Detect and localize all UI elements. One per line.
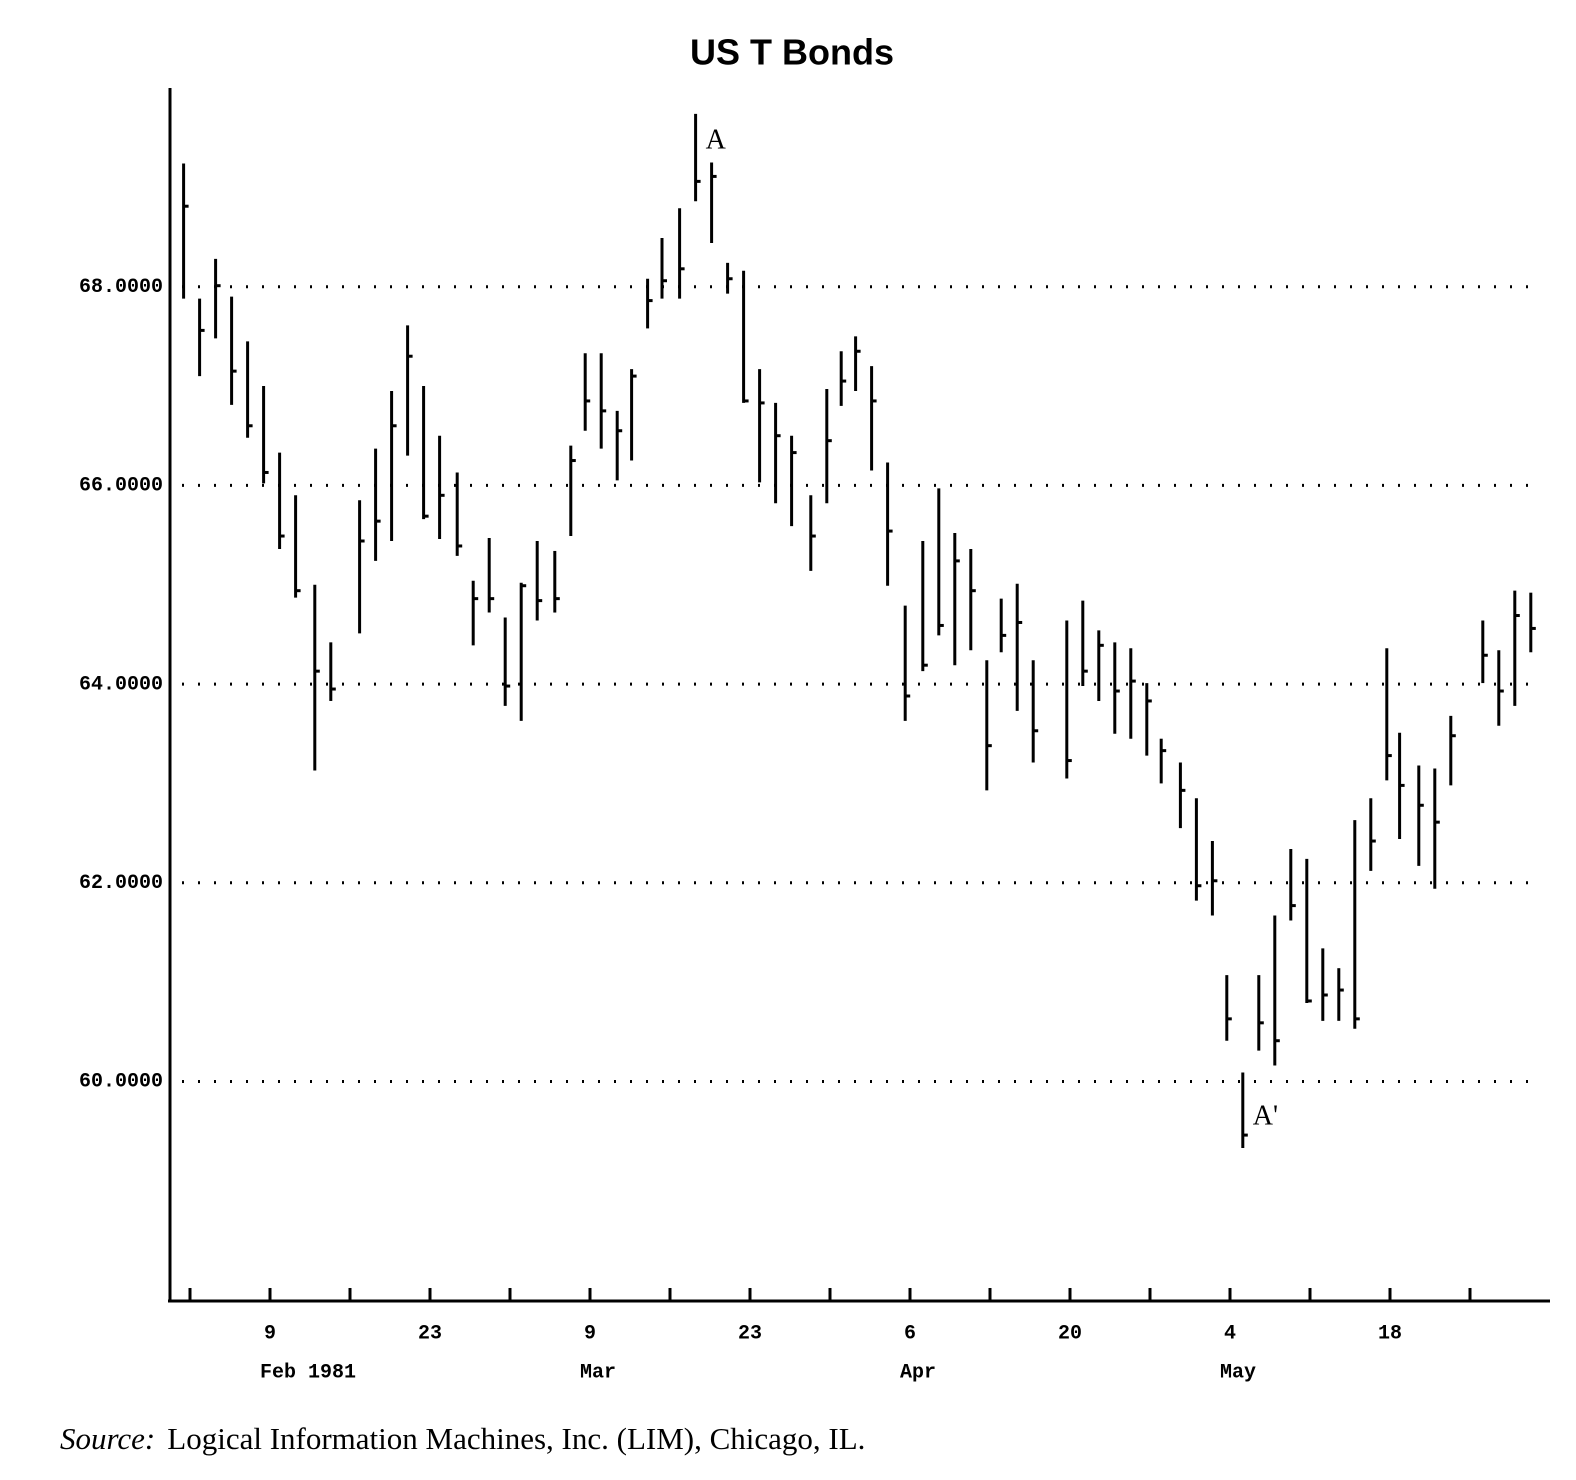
y-tick-label: 66.0000	[79, 475, 163, 498]
annotation: A	[706, 124, 727, 155]
chart-title: US T Bonds	[690, 32, 894, 73]
month-label: Mar	[580, 1361, 616, 1384]
x-tick-label: 6	[904, 1322, 916, 1345]
x-tick-label: 9	[264, 1322, 276, 1345]
y-tick-label: 64.0000	[79, 673, 163, 696]
x-tick-label: 18	[1378, 1322, 1402, 1345]
y-tick-label: 60.0000	[79, 1071, 163, 1094]
month-label: Apr	[900, 1361, 936, 1384]
x-tick-label: 9	[584, 1322, 596, 1345]
y-tick-label: 68.0000	[79, 276, 163, 299]
month-label: Feb 1981	[260, 1361, 356, 1384]
x-tick-label: 20	[1058, 1322, 1082, 1345]
source-text: Logical Information Machines, Inc. (LIM)…	[167, 1421, 865, 1456]
annotation: A'	[1253, 1100, 1278, 1131]
x-tick-label: 4	[1224, 1322, 1236, 1345]
source-label: Source:	[60, 1421, 155, 1456]
x-tick-label: 23	[418, 1322, 442, 1345]
source: Source: Logical Information Machines, Inc…	[60, 1421, 865, 1456]
y-tick-label: 62.0000	[79, 872, 163, 895]
month-label: May	[1220, 1361, 1256, 1384]
x-tick-label: 23	[738, 1322, 762, 1345]
